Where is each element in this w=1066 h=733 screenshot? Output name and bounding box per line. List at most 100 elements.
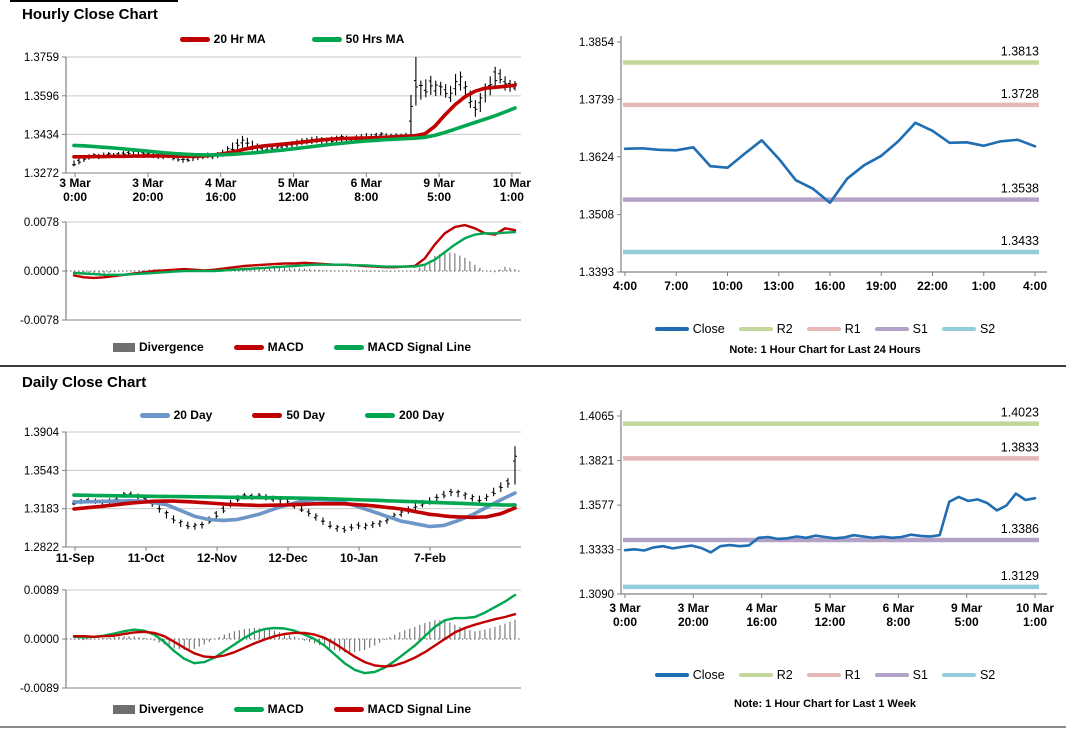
svg-text:1.3833: 1.3833 <box>1001 440 1039 454</box>
legend-line-swatch <box>233 344 264 350</box>
legend-label: Divergence <box>138 340 204 354</box>
legend-label: Close <box>692 322 725 336</box>
svg-text:9 Mar: 9 Mar <box>423 176 455 190</box>
svg-text:1.3739: 1.3739 <box>579 94 614 106</box>
svg-text:1.2822: 1.2822 <box>24 542 59 554</box>
legend-item-20-hr-ma: 20 Hr MA <box>179 32 266 46</box>
daily-macd-legend: Divergence MACD MACD Signal Line <box>64 702 520 716</box>
legend-line-swatch <box>333 706 364 712</box>
daily-price-chart: 1.2822 1.3183 1.3543 1.3904 11-Sep 11-Oct 12-N… <box>0 424 533 587</box>
svg-text:10 Mar: 10 Mar <box>493 176 531 190</box>
svg-text:7-Feb: 7-Feb <box>414 551 446 565</box>
svg-text:1.3183: 1.3183 <box>24 504 59 516</box>
legend-line-swatch <box>874 327 909 331</box>
svg-text:1.3129: 1.3129 <box>1001 569 1039 583</box>
legend-item-50-hrs-ma: 50 Hrs MA <box>311 32 404 46</box>
legend-label: MACD <box>267 702 304 716</box>
svg-text:10 Mar: 10 Mar <box>1016 601 1054 615</box>
hourly-section: Hourly Close Chart 20 Hr MA 50 Hrs MA 1.3… <box>0 0 1066 366</box>
legend-label: Divergence <box>138 702 204 716</box>
legend-line-swatch <box>311 36 342 42</box>
svg-text:22:00: 22:00 <box>917 279 948 293</box>
legend-item-r2: R2 <box>738 668 793 682</box>
legend-line-swatch <box>941 327 976 331</box>
legend-label: 20 Hr MA <box>213 32 266 46</box>
svg-text:-0.0078: -0.0078 <box>20 315 59 327</box>
svg-text:0.0078: 0.0078 <box>24 217 59 229</box>
legend-label: S2 <box>979 322 996 336</box>
svg-text:5:00: 5:00 <box>427 190 451 204</box>
hourly_pivot-svg: 1.3393 1.3508 1.3624 1.3739 1.3854 4:00 7:00 10… <box>579 36 1047 293</box>
legend-label: S1 <box>912 668 928 682</box>
hourly-title: Hourly Close Chart <box>22 6 158 23</box>
legend-label: S2 <box>979 668 996 682</box>
legend-label: R1 <box>844 322 861 336</box>
svg-text:1.3272: 1.3272 <box>24 168 59 180</box>
legend-line-swatch <box>806 327 841 331</box>
legend-label: Close <box>692 668 725 682</box>
svg-text:5:00: 5:00 <box>955 615 979 629</box>
legend-label: MACD <box>267 340 304 354</box>
hourly-right-column: 1.3393 1.3508 1.3624 1.3739 1.3854 4:00 7:00 10… <box>533 0 1066 366</box>
legend-item-r1: R1 <box>806 668 861 682</box>
hourly-macd-chart: 0.0078 0.0000 -0.0078 <box>0 212 533 333</box>
svg-text:4:00: 4:00 <box>613 279 637 293</box>
legend-line-swatch <box>139 412 170 418</box>
svg-text:1.3393: 1.3393 <box>579 267 614 279</box>
legend-item-macd-signal-line: MACD Signal Line <box>333 702 472 716</box>
svg-text:4:00: 4:00 <box>1023 279 1047 293</box>
legend-label: 200 Day <box>399 408 445 422</box>
weekly-pivot-note: Note: 1 Hour Chart for Last 1 Week <box>734 698 916 710</box>
svg-text:13:00: 13:00 <box>763 279 794 293</box>
daily-title: Daily Close Chart <box>22 374 147 391</box>
svg-text:1.3090: 1.3090 <box>579 589 614 601</box>
svg-text:9 Mar: 9 Mar <box>951 601 983 615</box>
svg-text:20:00: 20:00 <box>133 190 164 204</box>
svg-text:0:00: 0:00 <box>63 190 87 204</box>
legend-label: MACD Signal Line <box>367 702 472 716</box>
hourly_macd-svg: 0.0078 0.0000 -0.0078 <box>20 217 521 327</box>
hourly-pivot-chart: 1.3393 1.3508 1.3624 1.3739 1.3854 4:00 7:00 10… <box>533 18 1066 323</box>
svg-text:0.0089: 0.0089 <box>24 585 59 597</box>
svg-text:10:00: 10:00 <box>712 279 743 293</box>
daily-right-column: 1.3090 1.3333 1.3577 1.3821 1.4065 3 Mar 0:00 3… <box>533 368 1066 733</box>
svg-text:11-Oct: 11-Oct <box>128 551 165 565</box>
svg-text:20:00: 20:00 <box>678 615 709 629</box>
legend-line-swatch <box>941 673 976 677</box>
svg-text:0.0000: 0.0000 <box>24 266 59 278</box>
legend-item-50-day: 50 Day <box>252 408 325 422</box>
svg-text:1.4023: 1.4023 <box>1001 406 1039 420</box>
svg-text:1.3333: 1.3333 <box>579 545 614 557</box>
legend-line-swatch <box>738 673 773 677</box>
svg-text:12:00: 12:00 <box>278 190 309 204</box>
svg-text:3 Mar: 3 Mar <box>59 176 91 190</box>
daily-macd-chart: 0.0089 0.0000 -0.0089 <box>0 582 533 703</box>
svg-text:1.3508: 1.3508 <box>579 210 614 222</box>
svg-text:1:00: 1:00 <box>972 279 996 293</box>
svg-text:0.0000: 0.0000 <box>24 634 59 646</box>
legend-label: S1 <box>912 322 928 336</box>
svg-text:0:00: 0:00 <box>613 615 637 629</box>
svg-text:12-Nov: 12-Nov <box>197 551 237 565</box>
legend-item-r2: R2 <box>738 322 793 336</box>
svg-text:1.3904: 1.3904 <box>24 427 60 439</box>
svg-text:3 Mar: 3 Mar <box>132 176 164 190</box>
svg-text:1.3821: 1.3821 <box>579 456 614 468</box>
legend-line-swatch <box>654 327 689 331</box>
legend-label: R1 <box>844 668 861 682</box>
svg-text:4 Mar: 4 Mar <box>746 601 778 615</box>
legend-line-swatch <box>333 344 364 350</box>
legend-line-swatch <box>179 36 210 42</box>
legend-line-swatch <box>806 673 841 677</box>
legend-line-swatch <box>874 673 909 677</box>
legend-label: R2 <box>776 668 793 682</box>
hourly-left-column: Hourly Close Chart 20 Hr MA 50 Hrs MA 1.3… <box>0 0 533 366</box>
hourly-price-legend: 20 Hr MA 50 Hrs MA <box>64 32 520 46</box>
svg-text:3 Mar: 3 Mar <box>678 601 710 615</box>
hourly-pivot-legend: Close R2 R1 S1 S2 <box>597 322 1053 336</box>
svg-text:-0.0089: -0.0089 <box>20 683 59 695</box>
legend-item-r1: R1 <box>806 322 861 336</box>
